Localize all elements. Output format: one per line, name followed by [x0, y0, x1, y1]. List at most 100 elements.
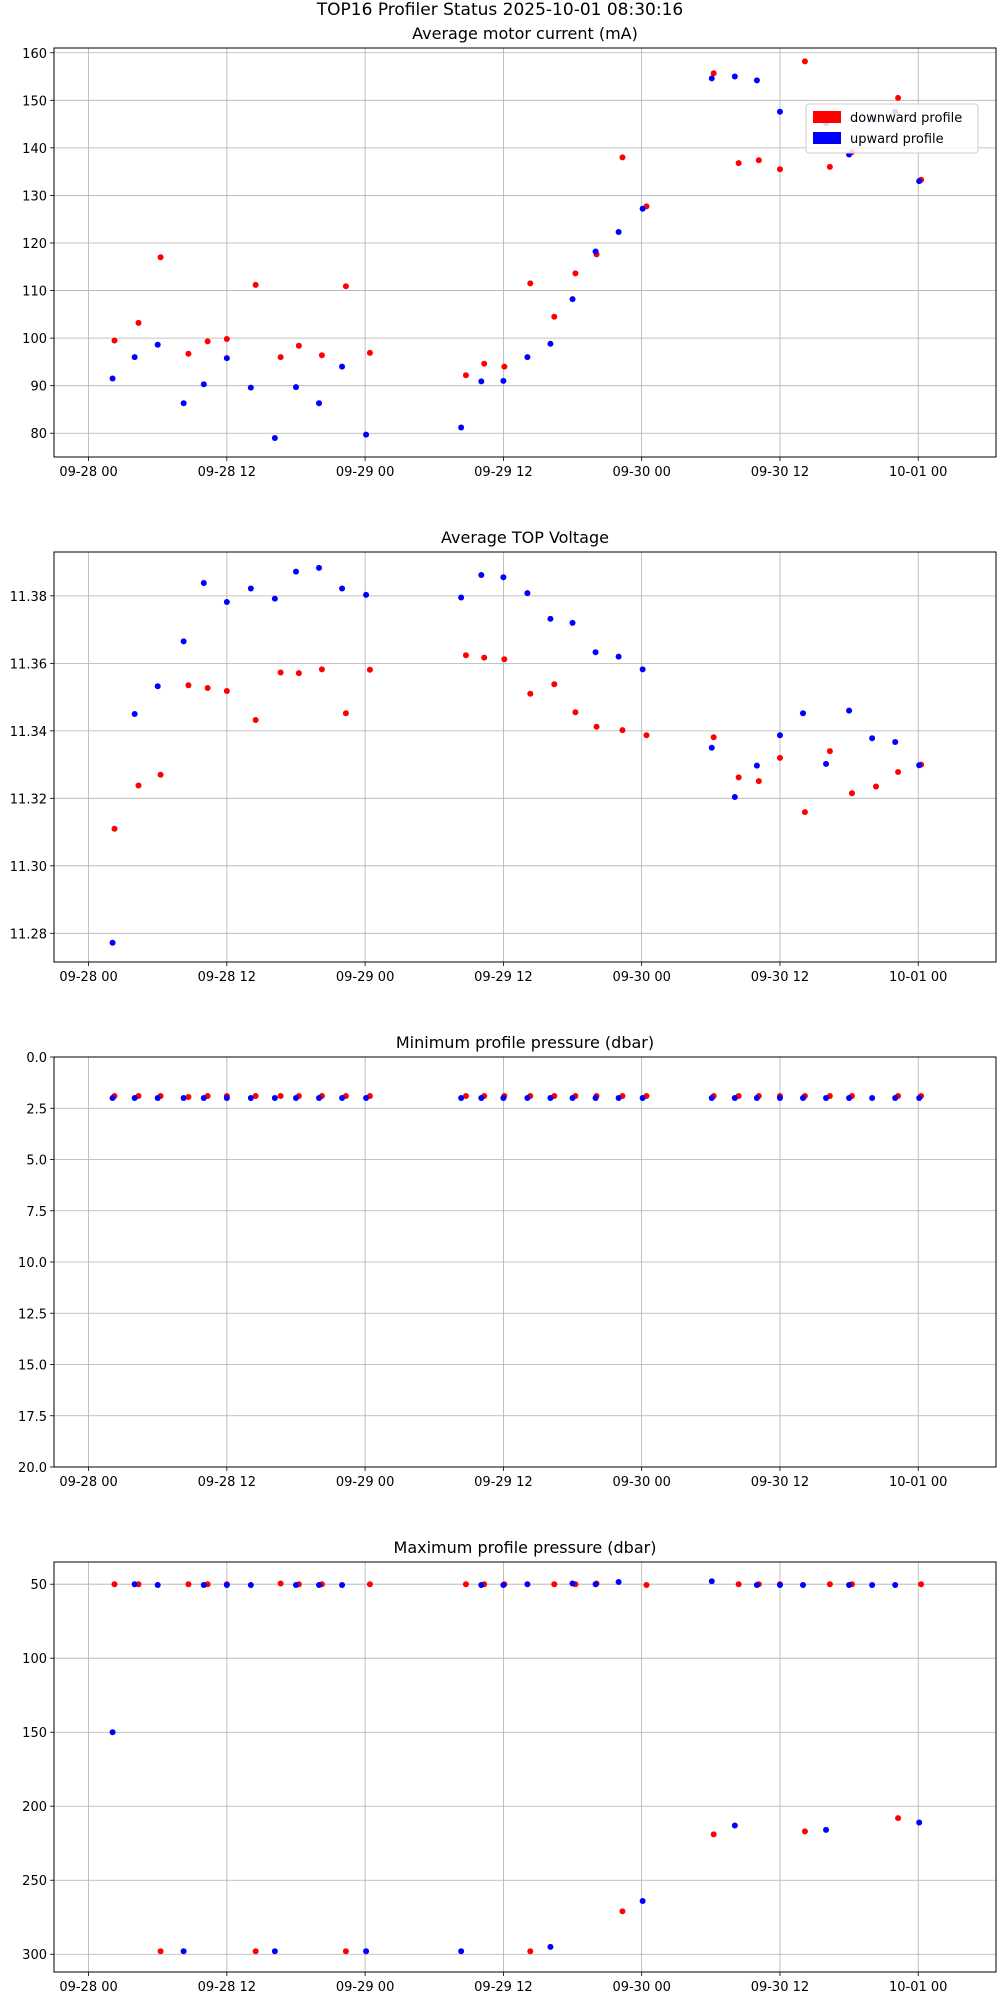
- data-point: [710, 734, 717, 741]
- x-tick-label: 09-30 00: [612, 465, 670, 480]
- data-point: [846, 707, 853, 714]
- data-point: [271, 1095, 278, 1101]
- data-point: [799, 1581, 806, 1588]
- y-tick-label: 2.5: [26, 1102, 47, 1117]
- data-point: [109, 1095, 116, 1101]
- data-point: [185, 682, 192, 689]
- data-point: [776, 1581, 783, 1588]
- data-point: [271, 1948, 278, 1955]
- x-tick-label: 09-29 12: [474, 970, 532, 985]
- data-point: [551, 681, 558, 688]
- x-tick-label: 09-29 00: [336, 1980, 394, 1995]
- chart-panel-4: Maximum profile pressure (dbar) 09-28 00 0…: [22, 1538, 997, 1995]
- data-point: [639, 1897, 646, 1904]
- data-point: [204, 684, 211, 691]
- data-point: [366, 1581, 373, 1588]
- y-tick-label: 100: [22, 332, 47, 347]
- x-tick-label: 09-29 00: [336, 970, 394, 985]
- data-point: [569, 619, 576, 626]
- x-tick-label: 09-30 00: [612, 970, 670, 985]
- data-point: [111, 1581, 118, 1588]
- data-point: [799, 710, 806, 717]
- data-point: [223, 688, 230, 695]
- data-point: [892, 1095, 899, 1101]
- data-point: [735, 1581, 742, 1588]
- data-point: [892, 1581, 899, 1588]
- data-point: [776, 732, 783, 739]
- chart-title: Minimum profile pressure (dbar): [396, 1033, 654, 1052]
- data-point: [731, 1822, 738, 1829]
- data-point: [318, 352, 325, 359]
- data-point: [481, 654, 488, 661]
- data-point: [895, 769, 902, 776]
- axes-frame: [53, 47, 997, 458]
- data-point: [826, 1581, 833, 1588]
- y-tick-label: 150: [22, 94, 47, 109]
- y-tick-label: 11.32: [10, 792, 47, 807]
- data-point: [366, 666, 373, 673]
- data-point: [292, 568, 299, 575]
- data-point: [593, 723, 600, 730]
- chart-panel-2: Average TOP Voltage 09-28 00 09-28 12 09-29…: [10, 528, 997, 985]
- data-point: [252, 1092, 259, 1099]
- y-tick-label: 5.0: [26, 1154, 47, 1169]
- data-point: [753, 1095, 760, 1101]
- data-point: [776, 166, 783, 173]
- data-point: [223, 355, 230, 362]
- data-point: [180, 1095, 187, 1101]
- data-point: [131, 354, 138, 361]
- upward-series: [109, 1578, 923, 1955]
- data-point: [157, 771, 164, 778]
- data-point: [462, 1581, 469, 1588]
- data-point: [524, 354, 531, 361]
- x-tick-label: 09-29 12: [474, 465, 532, 480]
- data-point: [569, 296, 576, 303]
- data-point: [478, 1581, 485, 1588]
- axes-frame: [53, 1056, 997, 1468]
- data-point: [708, 744, 715, 751]
- data-point: [271, 434, 278, 441]
- data-point: [753, 77, 760, 84]
- data-point: [916, 178, 923, 185]
- data-point: [753, 762, 760, 769]
- y-tick-label: 250: [22, 1874, 47, 1889]
- y-tick-label: 80: [30, 427, 47, 442]
- downward-series: [111, 1580, 925, 1955]
- data-point: [755, 157, 762, 164]
- chart-panel-3: Minimum profile pressure (dbar) 09-28 00 0…: [18, 1033, 997, 1490]
- x-tick-label: 09-28 12: [198, 465, 256, 480]
- data-point: [500, 1581, 507, 1588]
- data-point: [200, 580, 207, 587]
- upward-series: [109, 73, 923, 441]
- y-tick-label: 12.5: [18, 1307, 47, 1322]
- data-point: [895, 94, 902, 101]
- data-point: [615, 1578, 622, 1585]
- data-point: [478, 1095, 485, 1101]
- data-point: [271, 595, 278, 602]
- x-tick-label: 09-29 12: [474, 1475, 532, 1490]
- data-point: [478, 378, 485, 385]
- data-point: [823, 1826, 830, 1833]
- data-point: [157, 254, 164, 261]
- data-point: [527, 1948, 534, 1955]
- data-point: [462, 652, 469, 659]
- y-tick-label: 11.34: [10, 725, 47, 740]
- data-point: [185, 350, 192, 357]
- figure-suptitle: TOP16 Profiler Status 2025-10-01 08:30:1…: [316, 0, 683, 20]
- data-point: [547, 1943, 554, 1950]
- legend-box: [805, 103, 979, 154]
- data-point: [316, 1581, 323, 1588]
- legend-label: downward profile: [850, 111, 962, 126]
- data-point: [892, 738, 899, 745]
- data-point: [708, 1578, 715, 1585]
- data-point: [277, 669, 284, 676]
- data-point: [109, 375, 116, 382]
- y-tick-label: 300: [22, 1948, 47, 1963]
- data-point: [462, 372, 469, 379]
- y-tick-label: 15.0: [18, 1359, 47, 1374]
- data-point: [524, 1095, 531, 1101]
- downward-series: [111, 58, 925, 379]
- data-point: [731, 1095, 738, 1101]
- data-point: [292, 384, 299, 391]
- data-point: [292, 1581, 299, 1588]
